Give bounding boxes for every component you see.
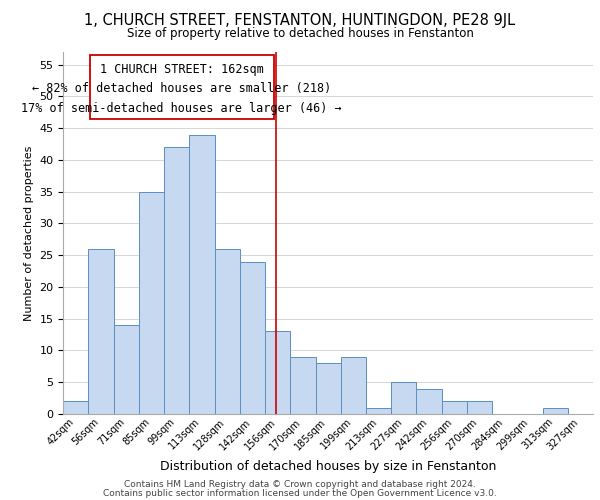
- Text: ← 82% of detached houses are smaller (218): ← 82% of detached houses are smaller (21…: [32, 82, 331, 96]
- Bar: [63, 401, 88, 414]
- Bar: [290, 357, 316, 414]
- Text: Contains HM Land Registry data © Crown copyright and database right 2024.: Contains HM Land Registry data © Crown c…: [124, 480, 476, 489]
- Text: 17% of semi-detached houses are larger (46) →: 17% of semi-detached houses are larger (…: [22, 102, 342, 115]
- Bar: [139, 192, 164, 414]
- Bar: [265, 332, 290, 414]
- Bar: [542, 408, 568, 414]
- Y-axis label: Number of detached properties: Number of detached properties: [24, 146, 34, 320]
- Text: 1 CHURCH STREET: 162sqm: 1 CHURCH STREET: 162sqm: [100, 62, 264, 76]
- Text: Size of property relative to detached houses in Fenstanton: Size of property relative to detached ho…: [127, 28, 473, 40]
- Bar: [366, 408, 391, 414]
- Bar: [240, 262, 265, 414]
- X-axis label: Distribution of detached houses by size in Fenstanton: Distribution of detached houses by size …: [160, 460, 496, 473]
- Text: 1, CHURCH STREET, FENSTANTON, HUNTINGDON, PE28 9JL: 1, CHURCH STREET, FENSTANTON, HUNTINGDON…: [85, 12, 515, 28]
- Bar: [442, 401, 467, 414]
- Bar: [467, 401, 492, 414]
- Bar: [416, 388, 442, 414]
- Bar: [113, 325, 139, 414]
- Bar: [164, 147, 190, 414]
- Bar: [316, 363, 341, 414]
- FancyBboxPatch shape: [89, 55, 274, 118]
- Bar: [190, 134, 215, 414]
- Text: Contains public sector information licensed under the Open Government Licence v3: Contains public sector information licen…: [103, 490, 497, 498]
- Bar: [88, 249, 113, 414]
- Bar: [391, 382, 416, 414]
- Bar: [341, 357, 366, 414]
- Bar: [215, 249, 240, 414]
